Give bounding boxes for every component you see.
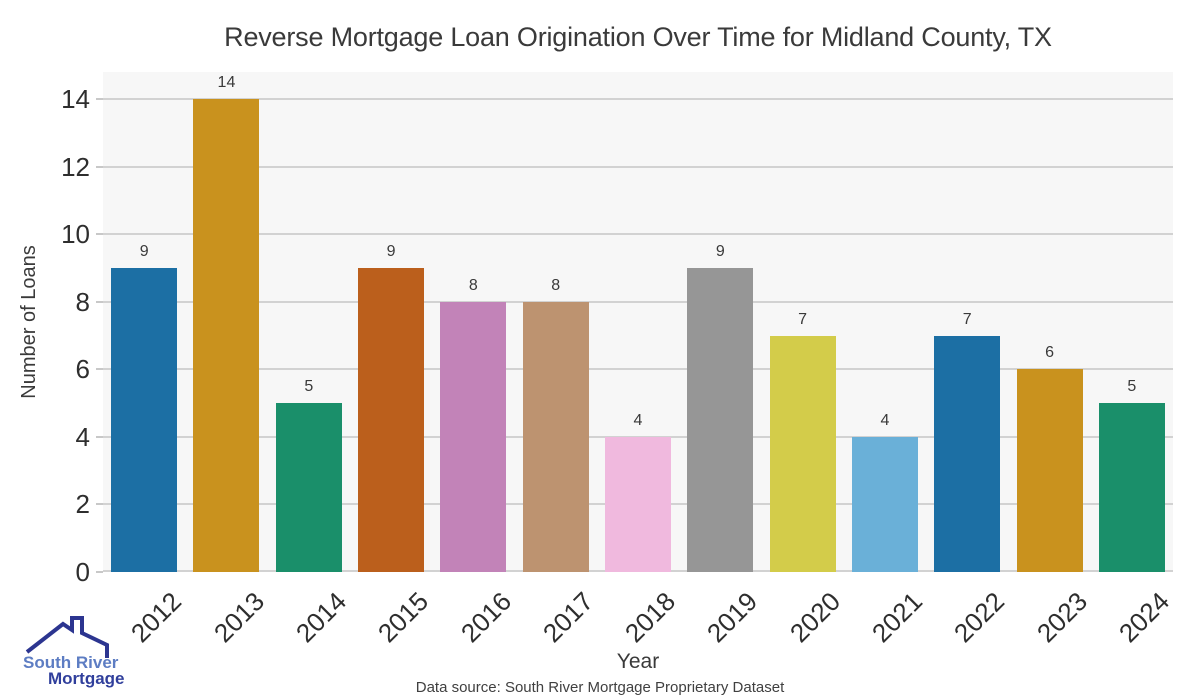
bar-value-label-2016: 8	[468, 276, 478, 294]
y-tick-label-10: 10	[61, 219, 90, 250]
bar-value-label-2014: 5	[304, 378, 314, 396]
gridline-y-12	[103, 165, 1173, 168]
y-tick-mark-0	[96, 571, 103, 573]
y-tick-label-12: 12	[61, 151, 90, 182]
x-tick-label-2017: 2017	[536, 586, 599, 649]
x-tick-label-2024: 2024	[1112, 586, 1176, 649]
x-tick-label-2013: 2013	[207, 586, 270, 649]
x-tick-label-2021: 2021	[866, 586, 929, 649]
gridline-y-4	[103, 435, 1173, 438]
x-tick-label-2020: 2020	[783, 586, 846, 649]
bar-value-label-2015: 9	[386, 242, 396, 260]
gridline-y-10	[103, 233, 1173, 236]
bar-2018	[605, 436, 671, 572]
y-tick-mark-10	[96, 233, 103, 236]
bar-2015	[358, 267, 425, 572]
bar-2019	[687, 267, 754, 572]
y-tick-mark-4	[96, 435, 103, 438]
bar-value-label-2019: 9	[715, 242, 725, 260]
bar-2014	[275, 403, 342, 572]
x-tick-label-2014: 2014	[289, 586, 352, 649]
data-source-note: Data source: South River Mortgage Propri…	[415, 679, 785, 696]
bar-2012	[111, 267, 178, 572]
plot-area: 9 14 5 9 8 8 4 9 7 4 7 6 5	[103, 72, 1173, 572]
y-tick-label-14: 14	[61, 84, 90, 115]
y-tick-label-4: 4	[75, 421, 90, 452]
x-tick-label-2016: 2016	[454, 586, 517, 649]
y-tick-label-6: 6	[75, 354, 90, 385]
y-tick-mark-6	[96, 368, 103, 371]
y-tick-label-8: 8	[75, 286, 90, 317]
bar-value-label-2022: 7	[962, 310, 972, 328]
bar-value-label-2024: 5	[1127, 378, 1137, 396]
bar-value-label-2018: 4	[633, 411, 643, 429]
bar-2016	[440, 301, 507, 572]
bar-2020	[769, 335, 836, 572]
bar-2024	[1098, 403, 1165, 572]
bar-value-label-2013: 14	[217, 74, 236, 92]
y-tick-mark-8	[96, 300, 103, 303]
y-tick-mark-12	[96, 165, 103, 168]
x-tick-label-2015: 2015	[372, 586, 435, 649]
bar-value-label-2020: 7	[798, 310, 808, 328]
bar-2017	[522, 301, 589, 572]
x-tick-label-2019: 2019	[701, 586, 764, 649]
bar-value-label-2021: 4	[880, 411, 890, 429]
bar-2022	[934, 335, 1001, 572]
x-tick-label-2018: 2018	[619, 586, 682, 649]
gridline-y-6	[103, 368, 1173, 371]
x-axis-title: Year	[616, 650, 660, 673]
bar-value-label-2023: 6	[1045, 344, 1054, 362]
y-tick-mark-14	[96, 98, 103, 101]
logo-text-line1: South River	[23, 653, 119, 672]
y-tick-label-0: 0	[75, 557, 90, 587]
y-tick-mark-2	[96, 503, 103, 506]
bar-2013	[193, 99, 260, 572]
x-tick-label-2023: 2023	[1030, 586, 1093, 649]
bar-value-label-2017: 8	[551, 276, 561, 294]
logo-text-line2: Mortgage	[48, 669, 125, 688]
bar-2021	[851, 436, 918, 572]
gridline-y-14	[103, 98, 1173, 101]
house-roof-icon	[25, 616, 109, 658]
x-tick-label-2022: 2022	[948, 586, 1011, 649]
bar-2023	[1016, 369, 1083, 572]
bar-value-label-2012: 9	[139, 242, 149, 260]
company-logo: South River Mortgage	[14, 604, 146, 694]
chart-title: Reverse Mortgage Loan Origination Over T…	[224, 22, 1052, 52]
y-tick-label-2: 2	[75, 489, 90, 520]
gridline-y-8	[103, 300, 1173, 303]
